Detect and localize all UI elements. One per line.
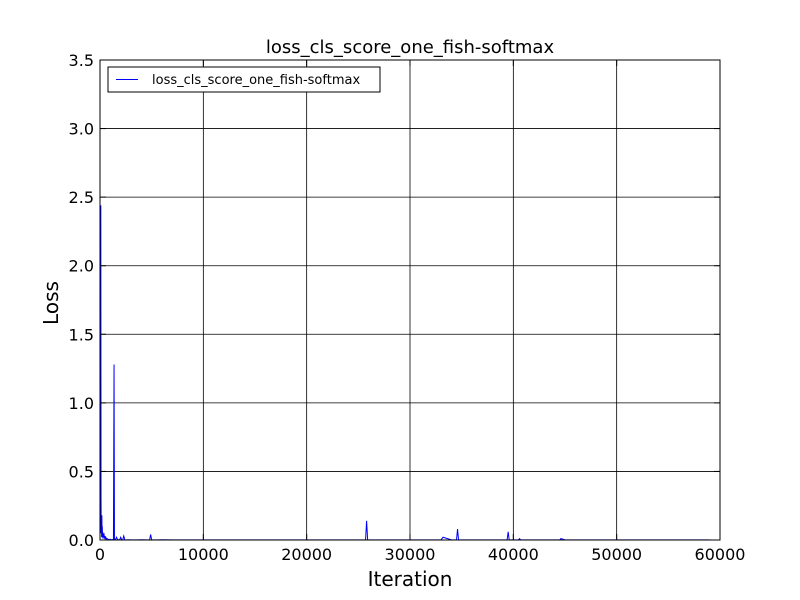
x-axis-label: Iteration <box>368 567 453 591</box>
x-tick-label: 10000 <box>178 545 229 564</box>
legend-box <box>107 66 381 93</box>
y-axis-label: Loss <box>39 281 63 325</box>
y-tick-label: 1.0 <box>69 394 94 413</box>
series-layer <box>99 205 710 541</box>
y-tick-label: 2.5 <box>69 188 94 207</box>
grid-lines <box>100 60 720 540</box>
y-tick-labels: 0.0 0.5 1.0 1.5 2.0 2.5 3.0 3.5 <box>69 51 94 550</box>
tick-marks <box>99 59 721 541</box>
x-tick-label: 20000 <box>281 545 332 564</box>
y-tick-label: 1.5 <box>69 325 94 344</box>
x-tick-label: 60000 <box>695 545 746 564</box>
x-tick-labels: 0 10000 20000 30000 40000 50000 60000 <box>95 545 746 564</box>
x-tick-label: 40000 <box>488 545 539 564</box>
x-tick-label: 50000 <box>591 545 642 564</box>
x-tick-label: 0 <box>95 545 105 564</box>
legend: loss_cls_score_one_fish-softmax <box>107 66 381 93</box>
y-tick-label: 0.5 <box>69 462 94 481</box>
y-tick-label: 3.0 <box>69 120 94 139</box>
x-tick-label: 30000 <box>385 545 436 564</box>
legend-entry-label: loss_cls_score_one_fish-softmax <box>152 73 360 88</box>
chart-title: loss_cls_score_one_fish-softmax <box>266 37 555 58</box>
series-line <box>99 205 710 541</box>
y-tick-label: 2.0 <box>69 257 94 276</box>
y-tick-label: 3.5 <box>69 51 94 70</box>
y-tick-label: 0.0 <box>69 531 94 550</box>
